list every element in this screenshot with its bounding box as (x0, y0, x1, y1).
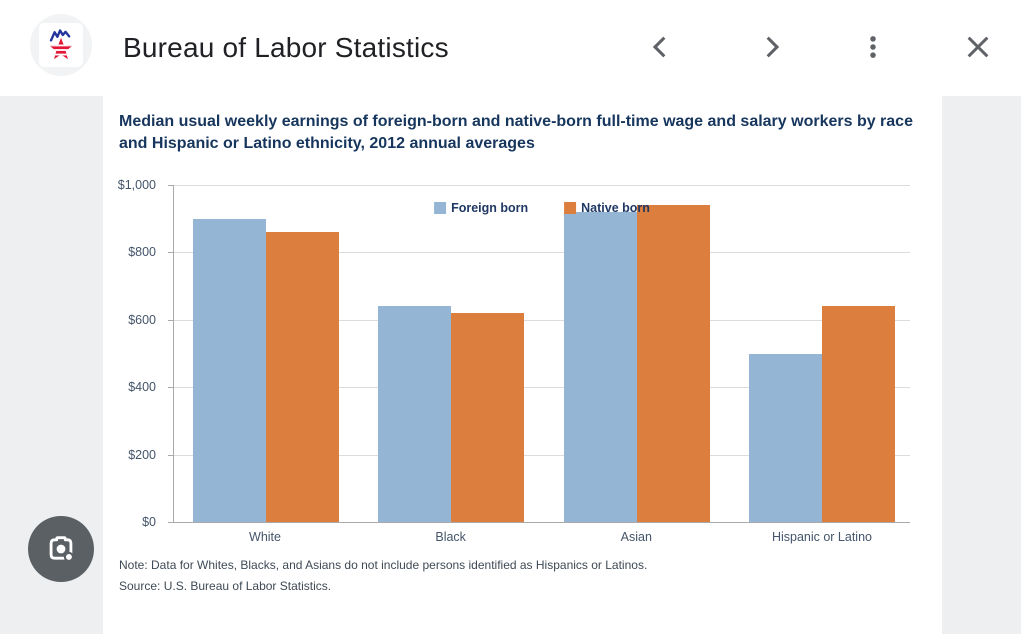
bar-foreign-born-black (378, 306, 452, 522)
more-options-button[interactable] (851, 25, 895, 69)
gridline (174, 454, 910, 456)
x-tick-label: White (249, 530, 281, 544)
y-tick-label: $0 (142, 515, 156, 529)
bar-foreign-born-hispanic-or-latino (748, 353, 822, 522)
y-tick-label: $200 (128, 447, 156, 462)
gridline (174, 522, 910, 523)
y-tick-mark (168, 319, 174, 321)
y-tick-mark (168, 522, 174, 523)
x-axis-labels: White Black Asian Hispanic or Latino (173, 530, 910, 544)
google-lens-button[interactable] (28, 516, 94, 582)
gridline (174, 319, 910, 321)
legend-label: Native born (581, 201, 650, 215)
y-tick-mark (168, 387, 174, 389)
chart-image[interactable]: Median usual weekly earnings of foreign-… (103, 96, 942, 634)
close-button[interactable] (956, 25, 1000, 69)
bls-star-logo-icon (39, 23, 83, 67)
page-title: Bureau of Labor Statistics (123, 32, 449, 63)
forward-button[interactable] (749, 25, 793, 69)
legend-item-foreign-born: Foreign born (434, 201, 528, 215)
chart-note: Note: Data for Whites, Blacks, and Asian… (119, 558, 648, 572)
x-tick-label: Hispanic or Latino (771, 530, 872, 544)
y-tick-label: $1,000 (117, 178, 156, 192)
site-favicon[interactable] (30, 14, 92, 76)
legend-swatch (564, 202, 577, 214)
y-tick-label: $400 (128, 380, 156, 395)
chart-title: Median usual weekly earnings of foreign-… (119, 113, 913, 152)
back-button[interactable] (639, 25, 683, 69)
chevron-right-icon (766, 36, 780, 58)
chart-source: Source: U.S. Bureau of Labor Statistics. (119, 579, 332, 593)
kebab-menu-icon (870, 36, 876, 58)
bar-native-born-asian (636, 205, 710, 522)
legend-item-native-born: Native born (564, 201, 650, 215)
bars-row (174, 185, 910, 522)
bar-group-white (193, 185, 339, 522)
y-tick-mark (168, 454, 174, 456)
bar-group-asian (563, 185, 710, 522)
google-lens-camera-icon (49, 536, 75, 563)
plot-area: $1,000 $800 $600 $400 $200 $0 Foreign born Nat… (118, 178, 910, 529)
legend-label: Foreign born (451, 201, 529, 215)
y-tick-label: $600 (128, 312, 156, 327)
legend-swatch (434, 202, 447, 214)
bar-foreign-born-white (193, 218, 266, 522)
viewer-header: Bureau of Labor Statistics (0, 0, 1021, 96)
x-tick-label: Asian (620, 530, 652, 544)
chart-legend: Foreign born Native born (434, 201, 650, 215)
bar-native-born-black (451, 313, 525, 522)
gridline (174, 387, 910, 389)
close-icon (967, 36, 989, 58)
bar-group-hispanic-or-latino (748, 185, 895, 522)
bar-native-born-white (266, 232, 339, 522)
bar-foreign-born-asian (563, 211, 637, 522)
y-tick-mark (168, 185, 174, 186)
y-axis-labels: $1,000 $800 $600 $400 $200 $0 (98, 178, 164, 529)
chevron-left-icon (652, 36, 666, 58)
gridline (174, 185, 910, 186)
image-viewer-stage: Median usual weekly earnings of foreign-… (0, 96, 1021, 634)
y-tick-label: $800 (128, 245, 156, 260)
x-tick-label: Black (435, 530, 466, 544)
bar-group-black (378, 185, 525, 522)
gridline (174, 252, 910, 254)
y-tick-mark (168, 252, 174, 254)
bar-native-born-hispanic-or-latino (821, 306, 895, 522)
